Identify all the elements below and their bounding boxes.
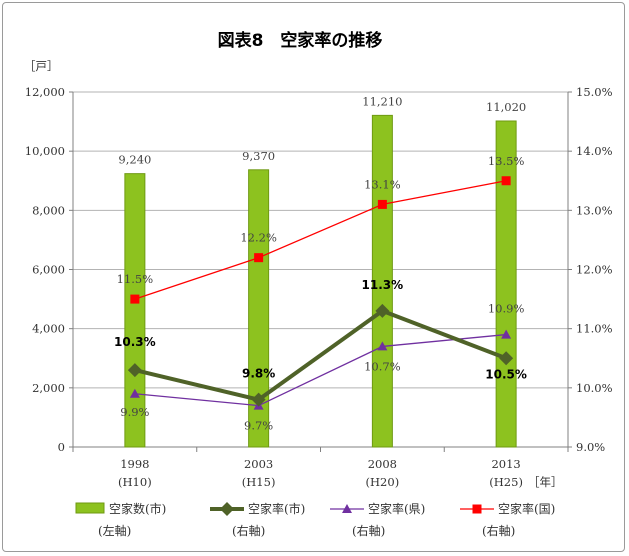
y-left-tick-label: 4,000 [32, 322, 65, 336]
marker-diamond-0 [127, 363, 142, 378]
legend-marker-square [472, 504, 482, 514]
x-tick-label-year: 2003 [244, 457, 273, 471]
x-unit: ［年］ [528, 475, 563, 489]
series-line-1 [134, 308, 507, 402]
bar-data-label: 9,370 [242, 149, 275, 163]
legend-entry-name: 空家数(市) [109, 501, 166, 516]
pref-rate-label: 9.9% [120, 405, 149, 419]
pref-rate-label: 10.7% [364, 359, 401, 373]
bar-data-label: 11,020 [486, 100, 526, 114]
y-right-tick-label: 9.0% [576, 440, 605, 454]
legend-marker-triangle [342, 504, 352, 513]
bar-data-label: 11,210 [362, 94, 402, 108]
y-left-tick-label: 0 [58, 440, 65, 454]
marker-square-3 [501, 176, 511, 186]
series-line-2 [134, 333, 507, 407]
x-tick-label-era: (H20) [366, 475, 400, 489]
legend-entry-axis: (右軸) [232, 523, 265, 538]
city-rate-label: 10.3% [114, 335, 156, 349]
marker-triangle-2 [377, 341, 388, 351]
chart-frame [2, 2, 625, 552]
pref-rate-label: 10.9% [488, 302, 525, 316]
legend-entry-name: 空家率(県) [368, 501, 425, 516]
marker-diamond-3 [499, 351, 514, 366]
legend-entry-axis: (左軸) [98, 523, 131, 538]
x-tick-label-year: 1998 [120, 457, 149, 471]
legend-entry-name: 空家率(市) [248, 501, 305, 516]
bar-data-label: 9,240 [118, 153, 151, 167]
marker-square-0 [130, 294, 140, 304]
y-right-tick-label: 10.0% [576, 381, 613, 395]
x-tick-label-era: (H25) [489, 475, 523, 489]
y-left-tick-label: 12,000 [25, 85, 65, 99]
pref-rate-label: 9.7% [244, 419, 273, 433]
bar-0 [124, 173, 146, 448]
city-rate-label: 11.3% [362, 278, 404, 292]
y-left-unit: ［戸］ [24, 59, 59, 73]
legend-entry-axis: (右軸) [352, 523, 385, 538]
y-left-tick-label: 8,000 [32, 203, 65, 217]
marker-diamond-2 [375, 303, 390, 318]
marker-diamond-1 [251, 392, 266, 407]
y-left-tick-label: 2,000 [32, 381, 65, 395]
national-rate-label: 13.1% [364, 177, 401, 191]
y-right-tick-label: 12.0% [576, 263, 613, 277]
x-tick-label-year: 2008 [368, 457, 397, 471]
marker-square-2 [377, 199, 387, 209]
bar-1 [248, 169, 270, 448]
y-left-tick-label: 6,000 [32, 263, 65, 277]
marker-triangle-3 [501, 329, 512, 339]
y-right-tick-label: 13.0% [576, 203, 613, 217]
legend-entry-name: 空家率(国) [498, 501, 555, 516]
bar-3 [495, 120, 517, 448]
x-tick-label-era: (H10) [118, 475, 152, 489]
bar-2 [371, 114, 393, 448]
city-rate-label: 9.8% [242, 367, 275, 381]
legend-marker-diamond [220, 502, 234, 516]
y-right-tick-label: 15.0% [576, 85, 613, 99]
marker-triangle-0 [129, 388, 140, 398]
chart-title: 図表8 空家率の推移 [218, 30, 383, 51]
series-line-3 [134, 180, 507, 300]
y-right-tick-label: 11.0% [576, 322, 613, 336]
x-tick-label-era: (H15) [242, 475, 276, 489]
city-rate-label: 10.5% [485, 367, 527, 381]
y-right-tick-label: 14.0% [576, 144, 613, 158]
national-rate-label: 13.5% [488, 154, 525, 168]
national-rate-label: 11.5% [117, 272, 154, 286]
national-rate-label: 12.2% [240, 231, 277, 245]
x-tick-label-year: 2013 [491, 457, 520, 471]
legend-swatch-bar [75, 502, 105, 514]
marker-square-1 [254, 253, 264, 263]
y-left-tick-label: 10,000 [25, 144, 65, 158]
legend-entry-axis: (右軸) [482, 523, 515, 538]
